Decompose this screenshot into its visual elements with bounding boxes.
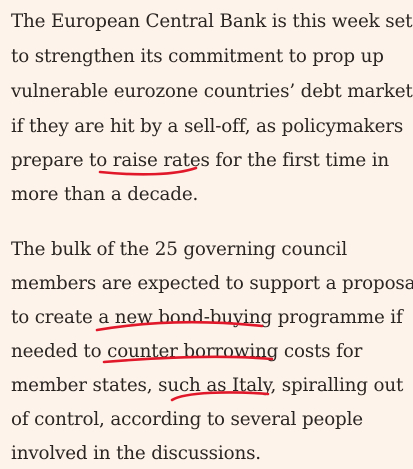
text-line: prepare to raise rates for the first tim… [11,150,390,171]
text-line: The European Central Bank is this week s… [11,11,413,32]
text-line: to strengthen its commitment to prop up [11,46,384,67]
text-line: vulnerable eurozone countries’ debt mark… [11,81,413,102]
text-line: involved in the discussions. [11,443,261,464]
text-line: members are expected to support a propos… [11,273,413,294]
text-line: needed to counter borrowing costs for [11,341,363,362]
text-line: to create a new bond-buying programme if [11,307,403,328]
text-line: member states, such as Italy, spiralling… [11,375,404,396]
text-line: more than a decade. [11,184,199,205]
text-line: of control, according to several people [11,409,363,430]
text-line: if they are hit by a sell-off, as policy… [11,116,404,137]
text-line: The bulk of the 25 governing council [11,239,348,260]
